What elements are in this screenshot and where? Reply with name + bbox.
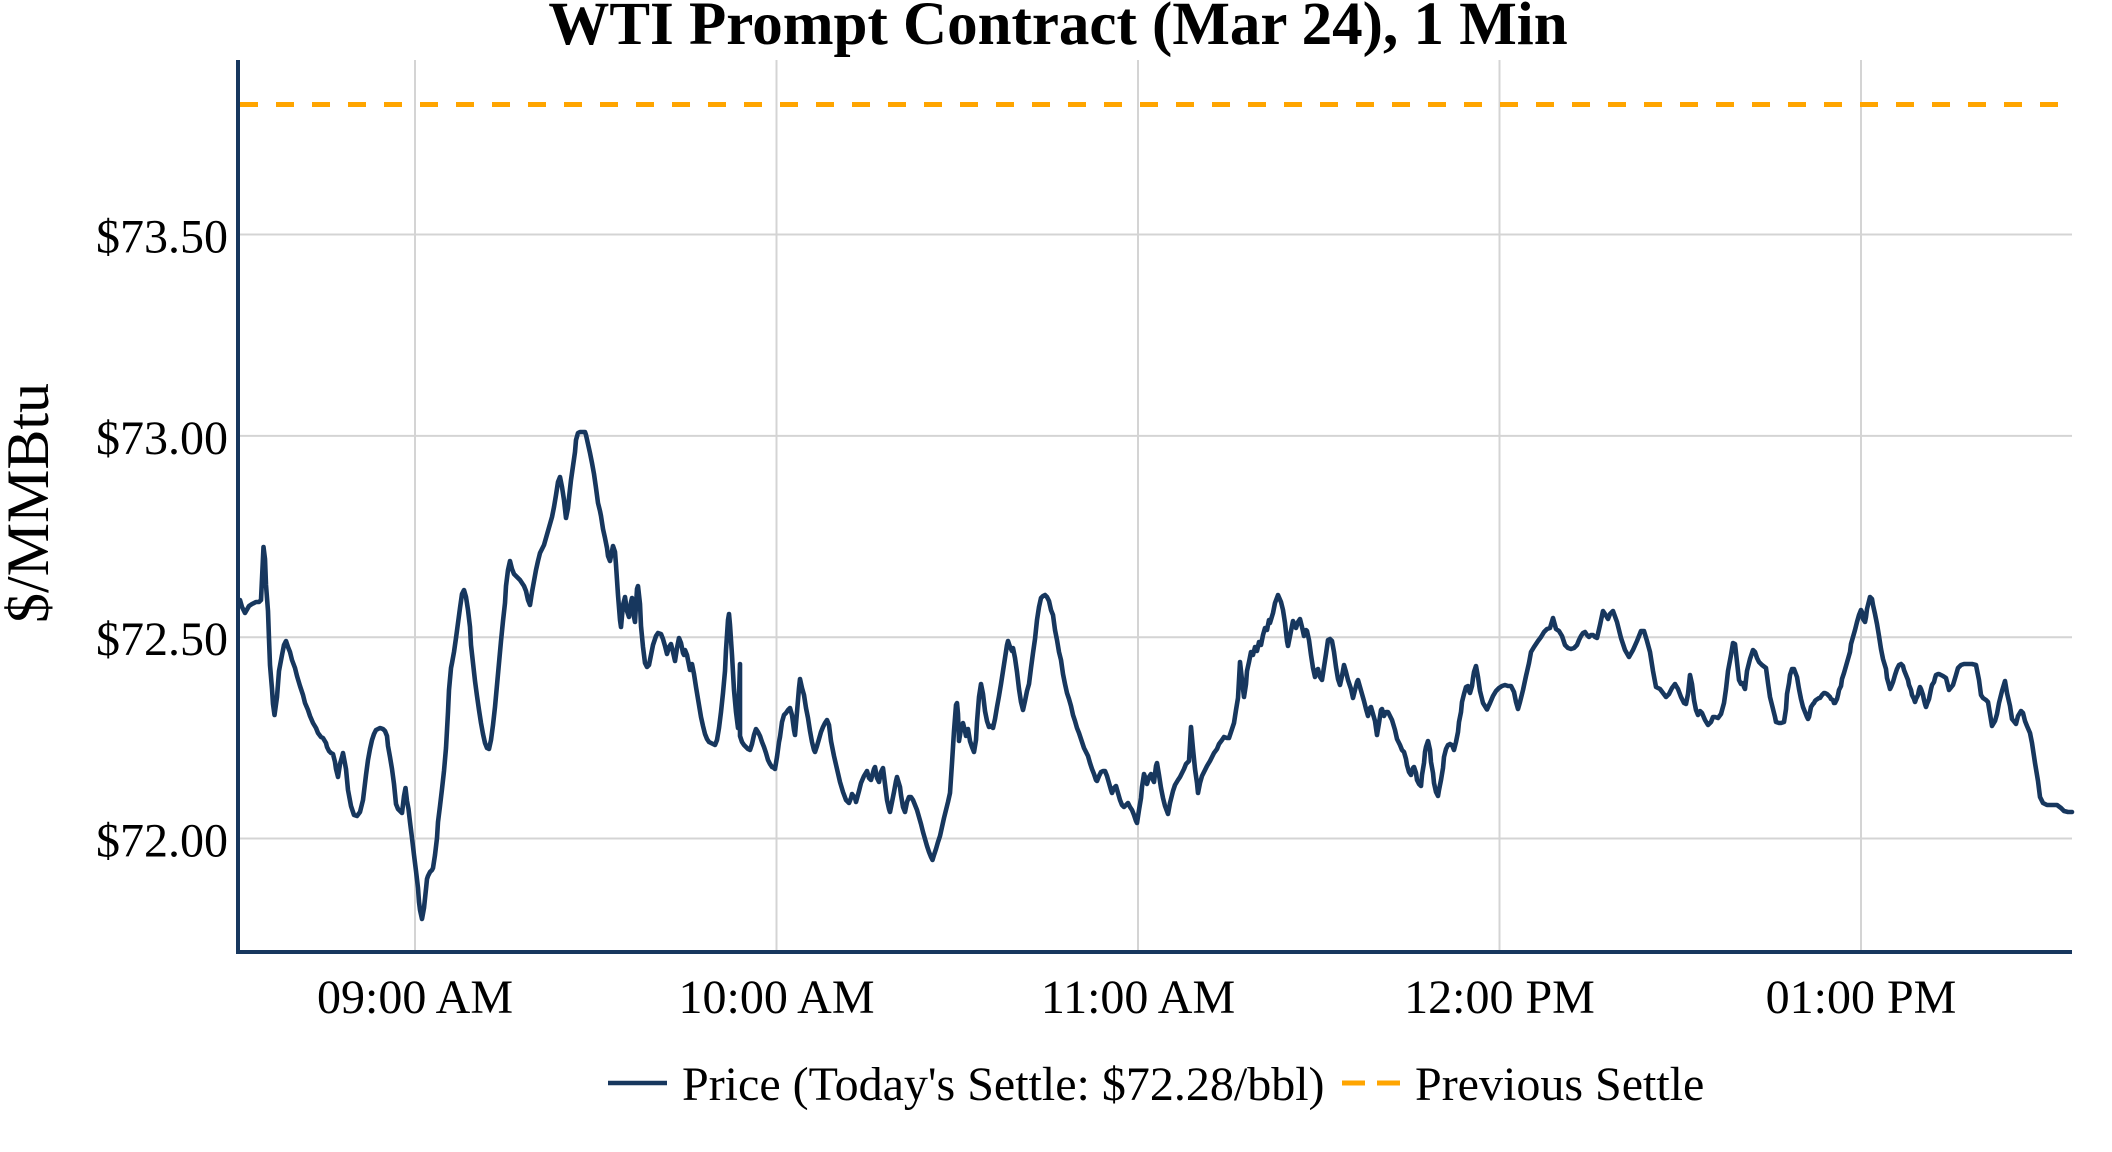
svg-text:Previous Settle: Previous Settle: [1415, 1058, 1704, 1111]
svg-text:10:00 AM: 10:00 AM: [678, 971, 874, 1024]
svg-text:WTI Prompt Contract (Mar 24),: WTI Prompt Contract (Mar 24), 1 Min: [548, 0, 1567, 58]
svg-text:Price (Today's Settle: $72.28/: Price (Today's Settle: $72.28/bbl): [682, 1058, 1325, 1111]
svg-text:$/MMBtu: $/MMBtu: [0, 383, 61, 623]
svg-text:$73.00: $73.00: [96, 412, 228, 465]
svg-text:$72.50: $72.50: [96, 613, 228, 666]
svg-text:11:00 AM: 11:00 AM: [1041, 971, 1235, 1024]
svg-text:$73.50: $73.50: [96, 211, 228, 264]
svg-text:$72.00: $72.00: [96, 815, 228, 868]
svg-text:09:00 AM: 09:00 AM: [317, 971, 513, 1024]
svg-text:12:00 PM: 12:00 PM: [1404, 971, 1595, 1024]
svg-text:01:00 PM: 01:00 PM: [1766, 971, 1957, 1024]
